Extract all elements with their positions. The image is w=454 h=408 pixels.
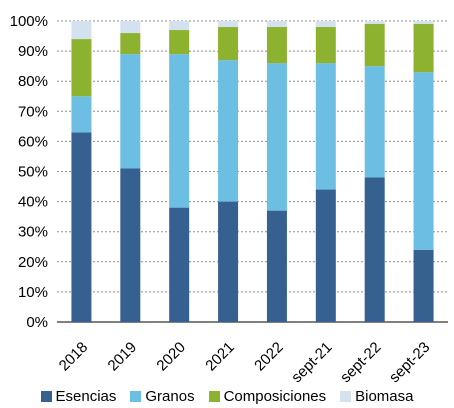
bar-segment [413, 21, 434, 25]
legend-label: Esencias [55, 387, 117, 405]
bar-segment [364, 21, 385, 25]
stacked-bar-chart: 0% 10% 20% 30% 40% 50% 60% 70% 80% 90% 100% 2018 201… [10, 13, 448, 386]
y-tick-label: 100% [10, 13, 48, 30]
bar-segment [364, 24, 385, 67]
bar-segment [71, 96, 92, 133]
legend: Esencias Granos Composiciones Biomasa [0, 386, 454, 406]
bar-segment [266, 27, 287, 64]
bar-segment [120, 168, 141, 322]
x-tick-label: sept-21 [288, 339, 335, 385]
legend-swatch [130, 390, 142, 402]
x-tick-label: sept-23 [386, 339, 433, 385]
x-tick-label: 2020 [153, 339, 189, 375]
bar-segment [315, 63, 336, 190]
bar-segment [169, 21, 190, 31]
legend-item: Esencias [40, 387, 117, 405]
x-tick-label: 2021 [202, 339, 238, 375]
bar-segment [266, 21, 287, 28]
x-tick-label: 2019 [105, 339, 141, 375]
legend-item: Granos [130, 387, 195, 405]
y-tick-label: 70% [18, 103, 48, 120]
bar-segment [413, 24, 434, 73]
legend-swatch [340, 390, 352, 402]
bar-segment [71, 132, 92, 322]
bar-segment [169, 54, 190, 208]
x-tick-label: sept-22 [337, 339, 384, 385]
bar-segment [315, 21, 336, 28]
bar-segment [364, 66, 385, 178]
bar-segment [120, 33, 141, 55]
legend-label: Biomasa [355, 387, 414, 405]
y-tick-label: 20% [18, 254, 48, 271]
y-tick-label: 0% [26, 314, 48, 331]
bar-segment [218, 27, 239, 61]
bar-segment [266, 63, 287, 211]
bar-segment [315, 189, 336, 322]
bar-segment [71, 21, 92, 40]
x-tick-label: 2018 [56, 339, 92, 375]
y-tick-label: 10% [18, 284, 48, 301]
bar-segment [413, 72, 434, 250]
bar-segment [218, 60, 239, 202]
bar-segment [71, 39, 92, 97]
bar-segment [218, 21, 239, 28]
legend-item: Biomasa [340, 388, 413, 405]
bar-segment [169, 30, 190, 55]
bar-segment [218, 201, 239, 322]
y-tick-label: 50% [18, 164, 48, 181]
legend-swatch [40, 390, 52, 402]
bar-segment [120, 21, 141, 34]
y-tick-label: 30% [18, 224, 48, 241]
bar-segment [364, 177, 385, 322]
x-tick-label: 2022 [251, 339, 287, 375]
bar-segment [413, 249, 434, 322]
legend-swatch [208, 390, 220, 402]
legend-item: Composiciones [208, 387, 327, 405]
y-tick-label: 40% [18, 194, 48, 211]
bar-segment [315, 27, 336, 64]
bar-segment [266, 210, 287, 322]
y-tick-label: 90% [18, 43, 48, 60]
y-tick-label: 60% [18, 133, 48, 150]
y-tick-label: 80% [18, 73, 48, 90]
bar-segment [120, 54, 141, 169]
legend-label: Granos [145, 387, 195, 405]
bar-segment [169, 207, 190, 322]
legend-label: Composiciones [223, 387, 327, 405]
